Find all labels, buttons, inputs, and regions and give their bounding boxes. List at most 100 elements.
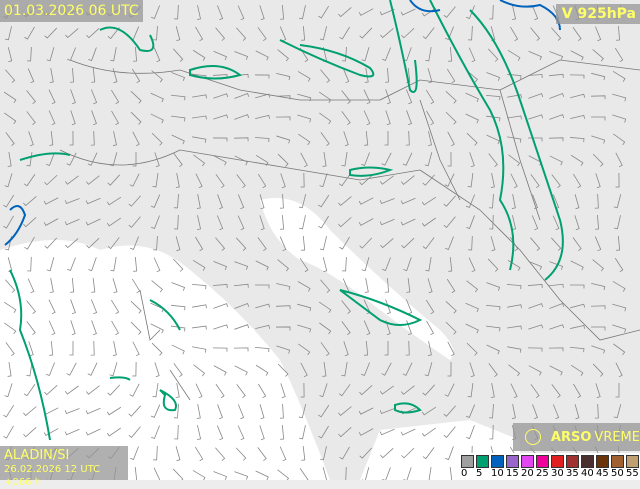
wind-barb xyxy=(341,111,351,126)
wind-barb xyxy=(259,5,265,21)
valid-time-label: 01.03.2026 06 UTC xyxy=(0,0,143,22)
wind-barb xyxy=(233,283,249,288)
wind-barb xyxy=(402,362,413,376)
wind-barb xyxy=(236,174,246,188)
wind-barb xyxy=(548,283,564,288)
wind-barb xyxy=(255,93,271,99)
wind-barb xyxy=(106,427,121,437)
wind-barb xyxy=(385,89,391,105)
wind-barb xyxy=(446,278,456,294)
wind-barb xyxy=(85,218,101,226)
wind-barb xyxy=(447,131,455,147)
wind-barb xyxy=(549,261,564,270)
wind-barb xyxy=(512,5,517,20)
wind-barb xyxy=(615,382,620,398)
wind-barb xyxy=(341,90,351,104)
wind-barb xyxy=(276,73,291,81)
wind-barb xyxy=(613,194,622,209)
wind-barb xyxy=(341,362,348,377)
wind-barb xyxy=(528,50,542,61)
wind-barb xyxy=(488,153,498,167)
wind-barb xyxy=(213,114,229,120)
wind-barb xyxy=(380,28,394,39)
wind-barb xyxy=(298,133,311,146)
legend-swatch xyxy=(491,455,504,468)
wind-barb xyxy=(234,365,248,376)
wind-barb xyxy=(91,278,96,293)
wind-barb xyxy=(467,383,474,398)
wind-barb xyxy=(361,467,370,480)
wind-barb xyxy=(530,174,540,189)
wind-barb xyxy=(385,299,391,315)
wind-barb xyxy=(318,194,330,208)
wind-barb xyxy=(112,131,117,146)
wind-barb xyxy=(592,49,604,62)
wind-barb xyxy=(259,425,265,441)
wind-barb xyxy=(385,320,391,336)
wind-barb xyxy=(4,112,17,125)
wind-barb xyxy=(380,448,394,459)
wind-barb xyxy=(46,362,55,377)
wind-barb xyxy=(4,383,13,398)
wind-barb xyxy=(85,407,101,415)
wind-barb xyxy=(3,301,17,313)
wind-barb xyxy=(109,152,118,167)
wind-barb xyxy=(152,25,158,41)
wind-barb xyxy=(130,300,142,314)
wind-barb xyxy=(153,445,158,461)
wind-barb xyxy=(85,197,101,205)
wind-barb xyxy=(151,280,163,293)
wind-barb xyxy=(193,364,206,377)
wind-barb xyxy=(192,304,207,309)
wind-barb xyxy=(213,93,229,99)
wind-barb xyxy=(466,215,475,230)
wind-barb xyxy=(318,5,330,19)
wind-barb xyxy=(507,115,522,120)
wind-barb xyxy=(171,344,185,355)
wind-barb xyxy=(151,5,160,20)
wind-barb xyxy=(490,173,495,188)
wind-barb xyxy=(358,8,374,16)
wind-barb xyxy=(427,278,433,294)
wind-barb xyxy=(133,256,138,272)
wind-barb xyxy=(280,383,286,399)
wind-barb xyxy=(192,49,206,61)
wind-barb xyxy=(570,154,584,166)
wind-barb xyxy=(259,215,265,231)
wind-barb xyxy=(280,4,285,20)
wind-barb xyxy=(91,89,98,105)
wind-barb xyxy=(300,152,308,168)
arso-logo-icon xyxy=(525,429,541,445)
wind-barb xyxy=(570,260,584,271)
wind-barb xyxy=(364,278,369,293)
wind-barb xyxy=(128,426,141,438)
wind-barb xyxy=(613,133,626,146)
wind-barb xyxy=(342,46,347,62)
wind-barb xyxy=(215,384,225,399)
wind-barb xyxy=(339,26,350,40)
pressure-level-label: V 925hPa xyxy=(555,4,640,24)
wind-barb xyxy=(424,152,433,167)
wind-barb xyxy=(422,447,435,460)
wind-barb xyxy=(381,47,392,62)
wind-barb xyxy=(427,341,432,356)
wind-barb xyxy=(489,214,494,230)
wind-barb xyxy=(197,425,202,440)
wind-barb xyxy=(400,428,416,436)
wind-barb xyxy=(5,342,15,357)
wind-barb xyxy=(379,198,395,205)
wind-barb xyxy=(384,340,389,356)
wind-barb xyxy=(3,91,17,104)
wind-barb xyxy=(154,362,160,378)
logo-brand-light: VREME xyxy=(594,429,640,445)
wind-barb xyxy=(3,215,14,229)
wind-barb xyxy=(551,384,561,399)
wind-barb xyxy=(151,425,160,440)
wind-barb xyxy=(64,385,79,395)
wind-barb xyxy=(531,5,539,21)
wind-barb xyxy=(48,320,56,336)
wind-barb xyxy=(341,321,351,336)
wind-barb xyxy=(112,341,117,356)
wind-barb xyxy=(153,47,161,63)
wind-barb xyxy=(319,173,328,188)
